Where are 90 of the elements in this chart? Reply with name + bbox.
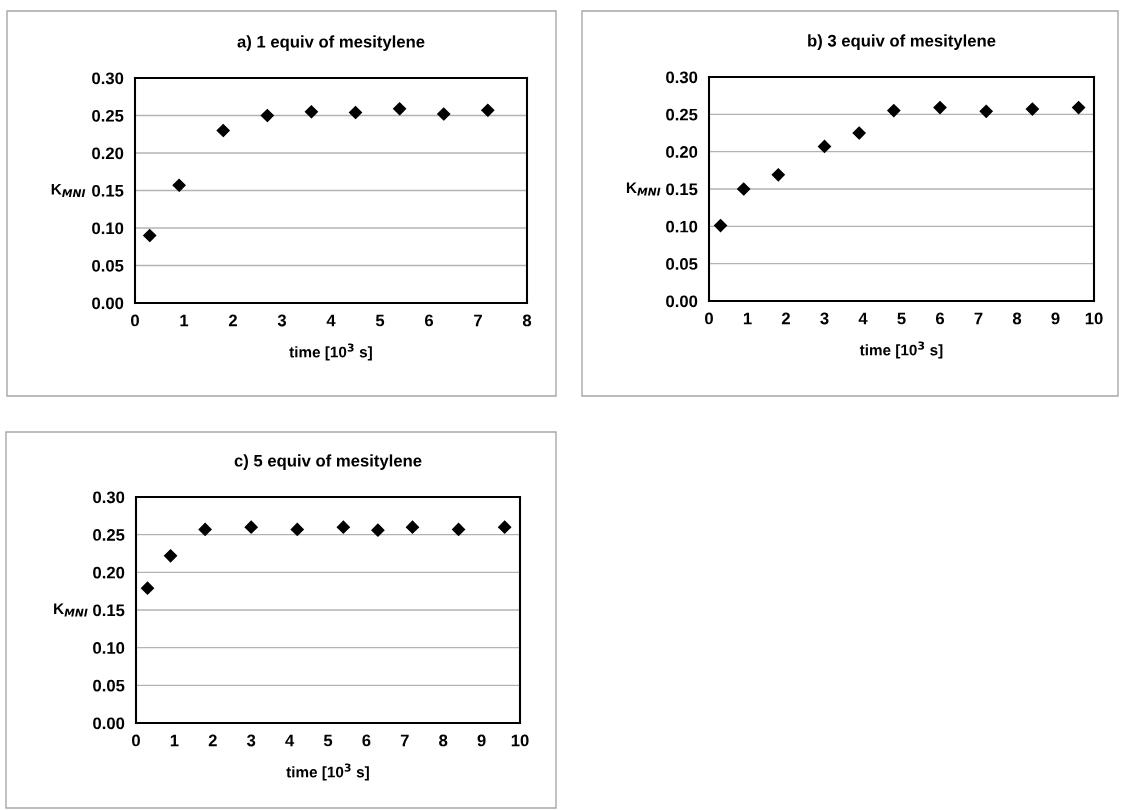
x-tick-label: 2 — [781, 312, 790, 325]
point — [852, 126, 866, 140]
point — [481, 103, 495, 117]
point — [216, 123, 230, 138]
point — [290, 522, 304, 536]
x-tick-label: 8 — [522, 314, 532, 327]
x-tick-label: 10 — [511, 734, 529, 747]
x-tick-label: 0 — [132, 734, 140, 747]
x-tick-label: 4 — [326, 314, 336, 327]
y-tick-label: 0.10 — [93, 642, 125, 654]
point — [304, 105, 318, 119]
x-tick-label: 10 — [1085, 312, 1103, 325]
point — [371, 523, 385, 537]
x-tick-label: 4 — [285, 734, 295, 747]
y-axis-title: K$_{MNI}$ — [54, 603, 88, 617]
x-tick-label: 4 — [858, 312, 868, 325]
x-tick-label: 3 — [246, 734, 256, 747]
x-axis-title: time [10$^{3}$ s] — [286, 763, 369, 781]
y-tick-label: 0.30 — [92, 72, 124, 85]
chart-title: c) 5 equiv of mesitylene — [234, 454, 422, 470]
x-tick-label: 0 — [131, 314, 139, 327]
point — [140, 581, 155, 595]
y-tick-label: 0.05 — [666, 258, 698, 270]
point — [771, 168, 785, 182]
point — [451, 522, 466, 536]
point — [393, 102, 407, 116]
point — [887, 104, 901, 118]
x-axis-title: time [10$^{3}$ s] — [859, 341, 943, 359]
x-tick-label: 9 — [1051, 312, 1060, 325]
x-tick-label: 7 — [474, 314, 482, 327]
point — [172, 178, 186, 192]
x-tick-label: 6 — [424, 314, 434, 327]
x-tick-label: 3 — [277, 314, 287, 327]
point — [163, 549, 178, 563]
x-tick-label: 6 — [362, 734, 371, 747]
y-tick-label: 0.15 — [93, 604, 125, 617]
point — [244, 520, 258, 534]
y-tick-label: 0.30 — [93, 491, 125, 504]
x-tick-label: 0 — [705, 312, 713, 325]
point — [198, 522, 212, 536]
x-tick-label: 2 — [228, 314, 237, 327]
point — [498, 520, 512, 534]
y-tick-label: 0.00 — [92, 297, 124, 310]
x-tick-label: 2 — [208, 734, 217, 747]
point — [260, 108, 274, 123]
point — [348, 105, 363, 120]
x-tick-label: 3 — [820, 312, 829, 325]
y-tick-label: 0.00 — [93, 717, 125, 730]
chart-title: b) 3 equiv of mesitylene — [808, 34, 996, 50]
y-tick-label: 0.15 — [92, 184, 124, 197]
y-tick-label: 0.25 — [93, 529, 125, 541]
point — [979, 104, 993, 118]
x-tick-label: 7 — [974, 312, 983, 325]
y-tick-label: 0.05 — [93, 679, 125, 692]
x-tick-label: 1 — [180, 314, 189, 327]
x-tick-label: 9 — [477, 734, 486, 747]
point — [143, 228, 157, 243]
point — [713, 218, 728, 233]
point — [817, 139, 832, 154]
x-axis-title: time [10$^{3}$ s] — [289, 343, 372, 361]
y-tick-label: 0.15 — [666, 183, 698, 196]
x-tick-label: 6 — [935, 312, 945, 325]
y-tick-label: 0.25 — [92, 109, 124, 122]
point — [933, 101, 947, 115]
x-tick-label: 5 — [375, 314, 385, 327]
y-tick-label: 0.10 — [666, 220, 698, 233]
chart-title: a) 1 equiv of mesitylene — [237, 35, 425, 51]
x-tick-label: 1 — [743, 312, 752, 325]
x-tick-label: 1 — [170, 734, 179, 747]
y-axis-title: K$_{MNI}$ — [51, 183, 86, 197]
y-tick-label: 0.20 — [92, 147, 124, 160]
point — [405, 520, 420, 534]
x-tick-label: 5 — [323, 734, 333, 747]
x-tick-label: 8 — [1012, 312, 1022, 325]
y-tick-label: 0.25 — [666, 108, 698, 121]
y-tick-label: 0.00 — [666, 295, 698, 308]
point — [1072, 101, 1086, 115]
y-axis-title: K$_{MNI}$ — [626, 182, 661, 196]
point — [336, 520, 350, 534]
y-tick-label: 0.20 — [93, 566, 125, 579]
y-tick-label: 0.30 — [666, 71, 698, 84]
y-tick-label: 0.10 — [92, 222, 124, 235]
point — [1025, 102, 1039, 116]
x-tick-label: 5 — [897, 312, 906, 325]
point — [437, 107, 451, 121]
x-tick-label: 7 — [400, 734, 409, 747]
y-tick-label: 0.20 — [666, 146, 698, 158]
x-tick-label: 8 — [439, 734, 448, 747]
y-tick-label: 0.05 — [92, 259, 124, 272]
point — [737, 182, 751, 196]
